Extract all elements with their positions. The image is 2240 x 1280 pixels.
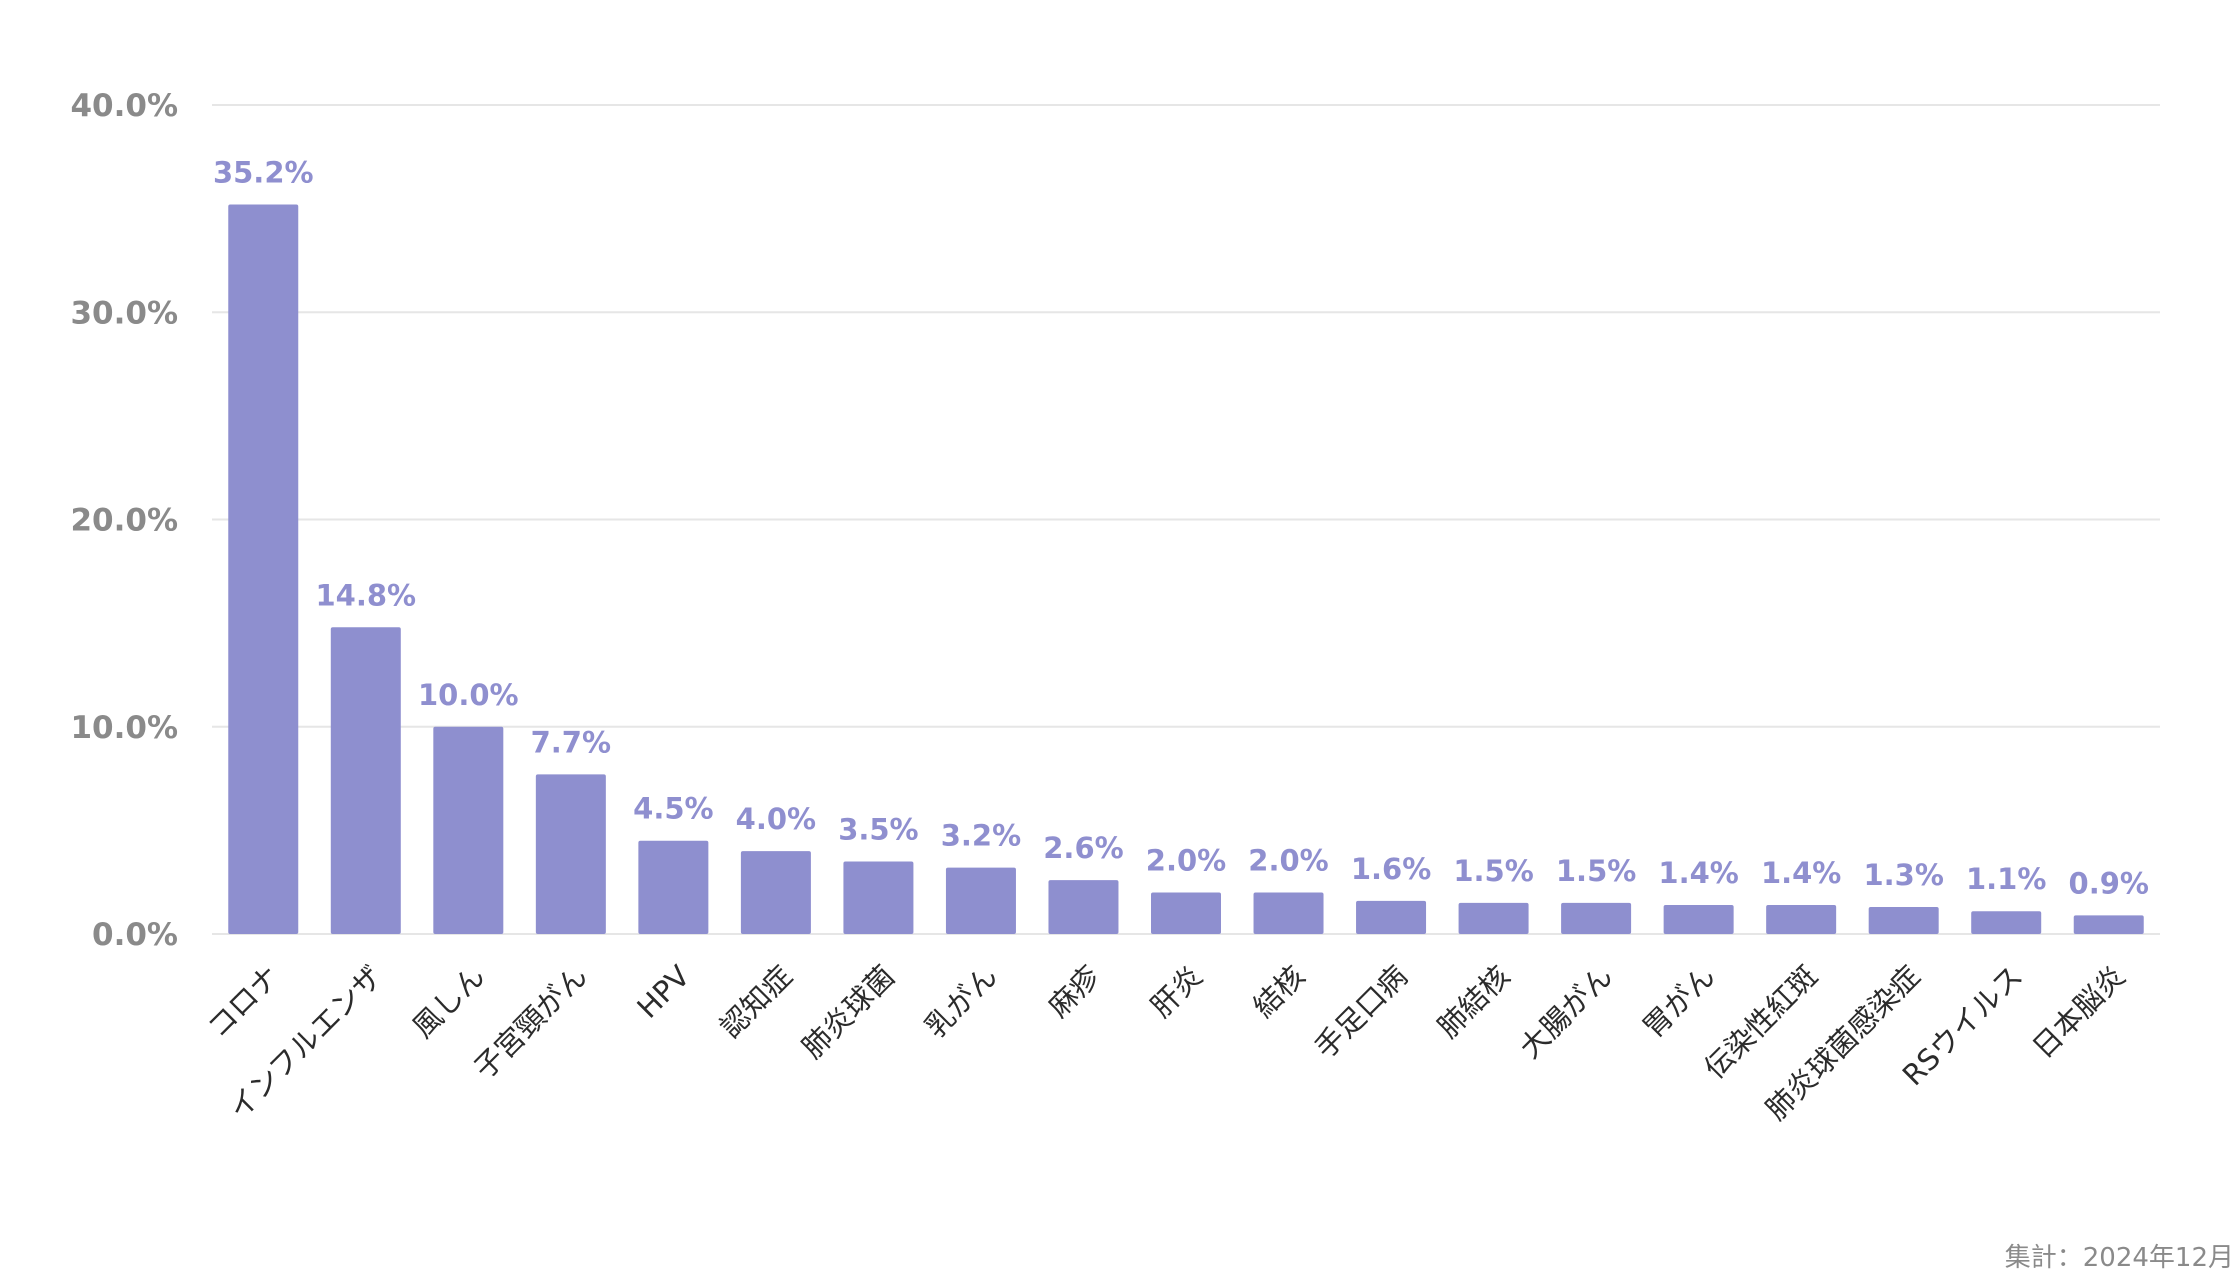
bar-value-label: 14.8% [315,578,416,612]
bar-value-label: 1.5% [1556,854,1636,888]
category-label: 胃がん [1636,959,1722,1045]
bar [638,840,709,934]
bar-value-label: 1.5% [1453,854,1533,888]
value-labels: 35.2% 14.8% 10.0% 7.7% 4.5% 4.0% 3.5% 3.2% 2.6% 2… [213,155,2149,900]
bar-value-label: 2.6% [1043,831,1123,865]
y-tick-label: 40.0% [70,88,178,124]
bar [1458,902,1529,934]
bar [330,627,401,934]
bar-value-label: 1.4% [1658,856,1738,890]
bar [1663,904,1734,934]
bar-value-label: 1.6% [1351,852,1431,886]
category-label: 認知症 [713,959,799,1045]
bar [433,726,504,934]
bar-value-label: 10.0% [418,678,519,712]
bar [535,774,606,934]
category-label: 結核 [1246,959,1311,1024]
y-tick-label: 0.0% [92,917,178,953]
bar-value-label: 1.3% [1863,858,1943,892]
category-label: 日本脳炎 [2026,959,2132,1065]
bar-value-label: 7.7% [531,725,611,759]
bar [2073,915,2144,934]
bar [740,851,811,934]
category-label: 肺炎球菌 [795,959,901,1065]
bar [843,861,914,934]
category-label: HPV [630,959,696,1025]
y-axis-ticks: 0.0% 10.0% 20.0% 30.0% 40.0% [70,88,178,953]
bar [228,204,299,935]
bar-value-label: 3.2% [941,819,1021,853]
category-label: 乳がん [918,959,1004,1045]
y-tick-label: 10.0% [70,710,178,746]
category-label: 肝炎 [1144,959,1209,1024]
category-label: 大腸がん [1513,959,1619,1065]
bar [1356,900,1427,934]
bar-value-label: 35.2% [213,155,314,189]
bars [228,204,2144,935]
bar [1048,880,1119,934]
category-label: 手足口病 [1308,959,1414,1065]
bar-value-label: 3.5% [838,812,918,846]
category-label: 風しん [406,959,492,1045]
category-label: 肺結核 [1431,959,1517,1045]
bar-value-label: 2.0% [1248,844,1328,878]
bar-value-label: 0.9% [2069,866,2149,900]
bar [1971,911,2042,934]
bar-value-label: 4.0% [736,802,816,836]
category-label: コロナ [201,959,287,1045]
bar-value-label: 2.0% [1146,844,1226,878]
bar [1868,907,1939,934]
bar-value-label: 1.1% [1966,862,2046,896]
footnote: 集計：2024年12月 [2004,1243,2234,1273]
y-tick-label: 20.0% [70,503,178,539]
bar-value-label: 4.5% [633,792,713,826]
bar [1253,892,1324,934]
bar [1561,902,1632,934]
bar [1151,892,1221,934]
category-label: 麻疹 [1041,959,1106,1024]
bar [1766,904,1837,934]
gridlines [212,104,2160,935]
bar-value-label: 1.4% [1761,856,1841,890]
bar [945,867,1016,934]
y-tick-label: 30.0% [70,295,178,331]
